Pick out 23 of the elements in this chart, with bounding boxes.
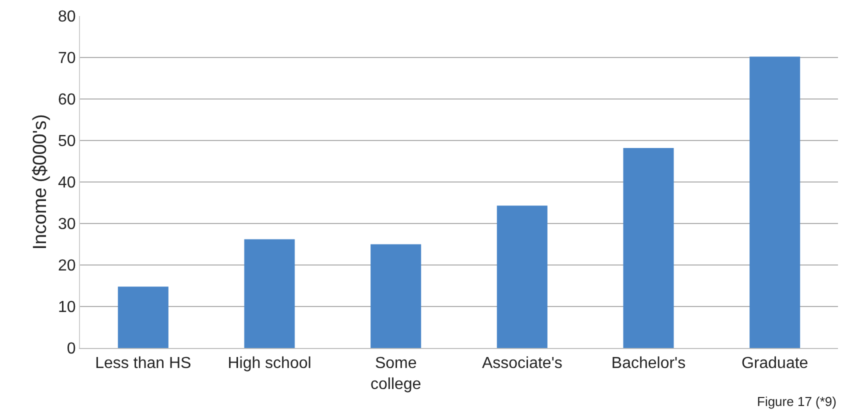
y-tick-label: 20 — [58, 258, 76, 275]
caption: Figure 17 (*9) — [757, 394, 836, 409]
y-tick-label: 40 — [58, 174, 76, 192]
y-tick-label: 0 — [66, 340, 76, 358]
bar — [118, 286, 168, 348]
bar — [623, 148, 674, 348]
y-tick-label: 80 — [58, 8, 76, 26]
y-tick-label: 60 — [58, 92, 76, 109]
y-tick-label: 30 — [58, 216, 76, 234]
bar — [244, 239, 295, 348]
x-tick-label: Less than HS — [95, 355, 192, 372]
x-tick-label: Associate's — [482, 355, 562, 372]
x-tick-label: Some college — [370, 355, 422, 393]
y-axis-title: Income ($000's) — [30, 114, 51, 250]
bar — [750, 56, 800, 348]
x-tick-label: Graduate — [741, 355, 808, 372]
y-tick-label: 70 — [58, 50, 76, 68]
y-tick-label: 10 — [58, 299, 76, 316]
bar — [496, 206, 548, 348]
x-tick-label: Bachelor's — [611, 355, 686, 372]
y-tick-label: 50 — [58, 133, 76, 150]
bar — [370, 244, 422, 348]
x-tick-label: High school — [228, 355, 312, 372]
